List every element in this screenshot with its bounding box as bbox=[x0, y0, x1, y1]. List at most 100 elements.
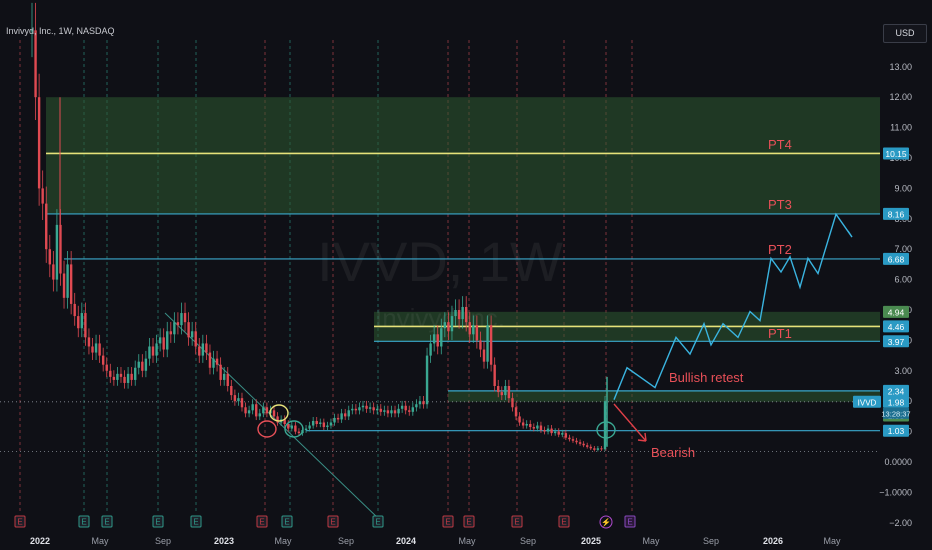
candle-body bbox=[215, 358, 219, 365]
earnings-marker bbox=[78, 515, 90, 528]
candle-body bbox=[482, 349, 486, 362]
candle-body bbox=[397, 408, 400, 414]
candle-body bbox=[180, 313, 183, 326]
price-badge-box bbox=[883, 384, 909, 397]
candle-body bbox=[290, 425, 294, 429]
candle-body bbox=[158, 337, 162, 344]
candle-body bbox=[361, 405, 365, 408]
candle-body bbox=[201, 343, 205, 356]
candle-body bbox=[489, 325, 493, 365]
price-badge-value: 3.97 bbox=[888, 337, 905, 347]
x-tick-label: May bbox=[458, 536, 476, 546]
x-tick-label: 2024 bbox=[396, 536, 416, 546]
candle-body bbox=[155, 343, 158, 356]
candle-body bbox=[504, 386, 507, 396]
x-axis: 2022 May Sep 2023 May Sep 2024 May Sep 2025 May Sep… bbox=[30, 536, 841, 546]
candle-body bbox=[45, 203, 48, 250]
candle-body bbox=[112, 376, 116, 380]
earnings-marker bbox=[190, 515, 202, 528]
candle-body bbox=[447, 322, 450, 332]
candle-body bbox=[255, 404, 258, 417]
y-tick-label: 11.00 bbox=[890, 123, 912, 133]
candle-body bbox=[55, 224, 59, 280]
earnings-marker-label: E bbox=[155, 518, 160, 527]
candle-body bbox=[475, 325, 479, 341]
candle-body bbox=[162, 337, 165, 350]
candle-body bbox=[319, 422, 322, 424]
candle-body bbox=[30, 30, 34, 32]
candle-body bbox=[550, 428, 553, 434]
highlight-circles bbox=[257, 404, 616, 439]
candle-body bbox=[457, 310, 461, 320]
candle-body bbox=[297, 431, 301, 434]
earnings-marker-label: E bbox=[104, 518, 109, 527]
candle-body bbox=[304, 428, 308, 431]
zone-1 bbox=[46, 97, 880, 214]
candle-body bbox=[586, 445, 589, 447]
candle-body bbox=[340, 413, 343, 420]
price-badge-value: 2.34 bbox=[888, 386, 905, 396]
ticker-badge-box bbox=[853, 395, 881, 408]
earnings-marker bbox=[558, 515, 570, 528]
candle-body bbox=[91, 346, 94, 353]
candle-body bbox=[123, 376, 126, 383]
candle-body bbox=[578, 442, 582, 444]
candle-body bbox=[454, 310, 457, 317]
candle-body bbox=[386, 410, 390, 414]
candle-body bbox=[358, 407, 361, 411]
candle-body bbox=[521, 422, 525, 426]
price-badge-box bbox=[883, 320, 909, 333]
candle-body bbox=[343, 413, 347, 417]
candle-body bbox=[500, 392, 503, 396]
candle-body bbox=[276, 416, 279, 423]
candle-body bbox=[322, 422, 326, 428]
candle-body bbox=[151, 346, 155, 356]
candle-body bbox=[468, 322, 471, 335]
earnings-marker-label: E bbox=[284, 518, 289, 527]
candle-body bbox=[265, 407, 269, 414]
earnings-marker-label: E bbox=[81, 518, 86, 527]
earnings-marker bbox=[152, 515, 164, 528]
candle-body bbox=[240, 398, 244, 408]
candle-body bbox=[400, 405, 404, 409]
candle-body bbox=[408, 410, 411, 412]
candle-body bbox=[532, 427, 536, 429]
candle-body bbox=[315, 420, 318, 424]
candle-body bbox=[194, 331, 197, 347]
candle-body bbox=[479, 340, 482, 350]
earnings-marker-label: E bbox=[193, 518, 198, 527]
candle-body bbox=[436, 334, 439, 347]
candle-body bbox=[101, 355, 105, 365]
candle-body bbox=[98, 343, 101, 356]
candle-body bbox=[148, 346, 151, 359]
candle-body bbox=[440, 328, 443, 347]
symbol-title: Invivyd, Inc., 1W, NASDAQ bbox=[6, 26, 115, 36]
y-tick-label: 0.0000 bbox=[884, 457, 912, 467]
candle-body bbox=[561, 433, 564, 435]
highlight-circle bbox=[284, 420, 304, 438]
candle-body bbox=[493, 364, 496, 386]
x-tick-label: May bbox=[642, 536, 660, 546]
candle-body bbox=[600, 448, 603, 450]
candle-body bbox=[311, 420, 315, 426]
candle-body bbox=[59, 224, 62, 274]
candle-body bbox=[119, 373, 123, 377]
candle-body bbox=[34, 30, 37, 98]
candle-body bbox=[187, 322, 190, 338]
candle-body bbox=[486, 325, 489, 362]
currency-button[interactable]: USD bbox=[883, 24, 927, 43]
earnings-marker-label: E bbox=[514, 518, 519, 527]
downtrend-line bbox=[164, 312, 381, 521]
candle-body bbox=[87, 337, 91, 347]
candle-body bbox=[365, 405, 368, 409]
split-marker bbox=[599, 515, 613, 529]
candle-body bbox=[126, 373, 130, 383]
candle-body bbox=[518, 416, 521, 423]
candle-body bbox=[603, 401, 607, 450]
candle-body bbox=[173, 322, 176, 335]
candle-body bbox=[176, 322, 180, 326]
y-tick-label: −2.00 bbox=[889, 518, 912, 528]
price-badge-value: 4.94 bbox=[888, 307, 905, 317]
watermark-ticker: IVVD, 1W bbox=[317, 230, 563, 293]
